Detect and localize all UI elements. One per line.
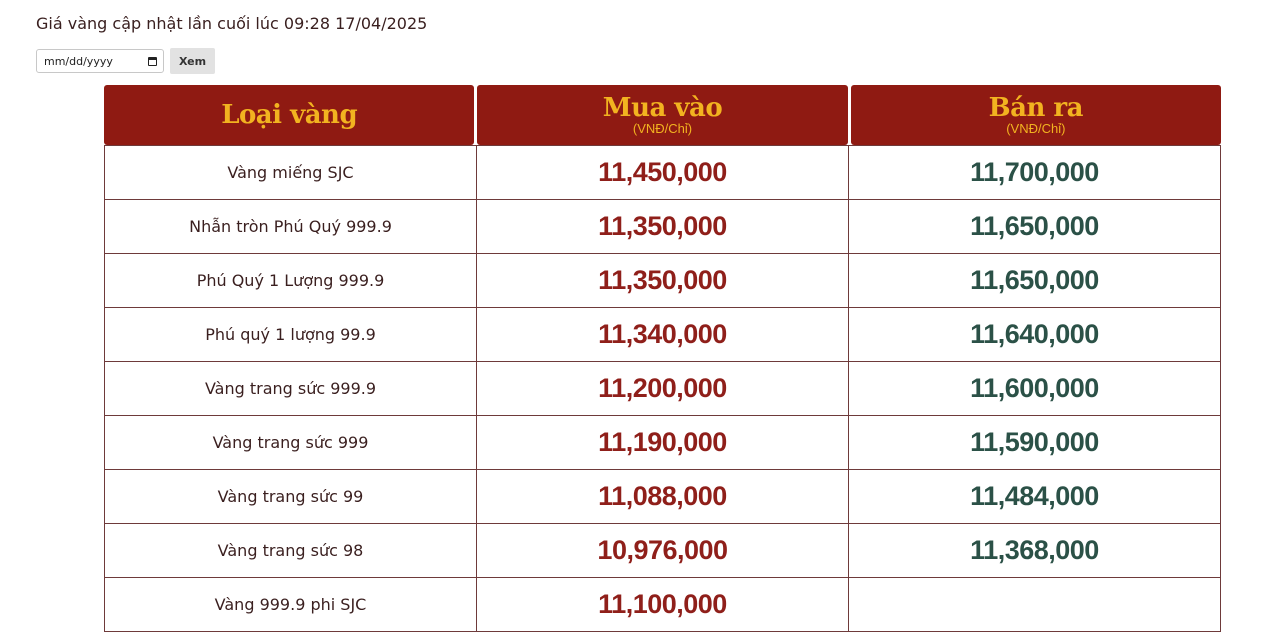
sell-price-cell: 11,368,000 bbox=[849, 524, 1221, 577]
gold-type-cell: Phú quý 1 lượng 99.9 bbox=[105, 308, 477, 361]
gold-type-cell: Vàng trang sức 98 bbox=[105, 524, 477, 577]
gold-type-cell: Phú Quý 1 Lượng 999.9 bbox=[105, 254, 477, 307]
gold-type-cell: Vàng miếng SJC bbox=[105, 146, 477, 199]
header-buy-title: Mua vào bbox=[602, 92, 723, 123]
sell-price-cell: 11,600,000 bbox=[849, 362, 1221, 415]
gold-type-cell: Vàng trang sức 999.9 bbox=[105, 362, 477, 415]
date-input[interactable]: mm/dd/yyyy bbox=[36, 49, 164, 73]
header-sell-unit: (VNĐ/Chỉ) bbox=[1006, 120, 1066, 136]
table-row: Vàng trang sức 999.9 11,200,000 11,600,0… bbox=[105, 362, 1221, 416]
table-row: Vàng 999.9 phi SJC 11,100,000 bbox=[105, 578, 1221, 632]
table-row: Phú Quý 1 Lượng 999.9 11,350,000 11,650,… bbox=[105, 254, 1221, 308]
table-body: Vàng miếng SJC 11,450,000 11,700,000 Nhẫ… bbox=[104, 145, 1221, 632]
table-row: Vàng trang sức 99 11,088,000 11,484,000 bbox=[105, 470, 1221, 524]
header-type-title: Loại vàng bbox=[221, 100, 358, 130]
sell-price-cell: 11,484,000 bbox=[849, 470, 1221, 523]
last-update-text: Giá vàng cập nhật lần cuối lúc 09:28 17/… bbox=[36, 14, 428, 33]
buy-price-cell: 11,200,000 bbox=[477, 362, 849, 415]
table-row: Vàng trang sức 98 10,976,000 11,368,000 bbox=[105, 524, 1221, 578]
header-buy-unit: (VNĐ/Chỉ) bbox=[632, 120, 693, 136]
gold-type-cell: Nhẫn tròn Phú Quý 999.9 bbox=[105, 200, 477, 253]
sell-price-cell: 11,700,000 bbox=[849, 146, 1221, 199]
sell-price-cell: 11,640,000 bbox=[849, 308, 1221, 361]
sell-price-cell: 11,590,000 bbox=[849, 416, 1221, 469]
view-button[interactable]: Xem bbox=[170, 48, 215, 74]
buy-price-cell: 11,100,000 bbox=[477, 578, 849, 631]
buy-price-cell: 11,350,000 bbox=[477, 254, 849, 307]
header-type: Loại vàng bbox=[104, 85, 475, 145]
table-row: Phú quý 1 lượng 99.9 11,340,000 11,640,0… bbox=[105, 308, 1221, 362]
date-placeholder: mm/dd/yyyy bbox=[44, 54, 113, 68]
header-sell-title: Bán ra bbox=[988, 92, 1084, 123]
buy-price-cell: 10,976,000 bbox=[477, 524, 849, 577]
date-filter: mm/dd/yyyy Xem bbox=[36, 48, 215, 74]
buy-price-cell: 11,340,000 bbox=[477, 308, 849, 361]
gold-type-cell: Vàng trang sức 999 bbox=[105, 416, 477, 469]
buy-price-cell: 11,088,000 bbox=[477, 470, 849, 523]
buy-price-cell: 11,450,000 bbox=[477, 146, 849, 199]
sell-price-cell: 11,650,000 bbox=[849, 254, 1221, 307]
header-sell: Bán ra (VNĐ/Chỉ) bbox=[850, 85, 1221, 145]
table-row: Nhẫn tròn Phú Quý 999.9 11,350,000 11,65… bbox=[105, 200, 1221, 254]
header-buy: Mua vào (VNĐ/Chỉ) bbox=[477, 85, 848, 145]
calendar-icon[interactable] bbox=[148, 56, 157, 66]
gold-type-cell: Vàng 999.9 phi SJC bbox=[105, 578, 477, 631]
table-row: Vàng trang sức 999 11,190,000 11,590,000 bbox=[105, 416, 1221, 470]
table-header: Loại vàng Mua vào (VNĐ/Chỉ) Bán ra (VNĐ/… bbox=[104, 85, 1221, 145]
sell-price-cell bbox=[849, 578, 1221, 631]
gold-type-cell: Vàng trang sức 99 bbox=[105, 470, 477, 523]
sell-price-cell: 11,650,000 bbox=[849, 200, 1221, 253]
buy-price-cell: 11,190,000 bbox=[477, 416, 849, 469]
buy-price-cell: 11,350,000 bbox=[477, 200, 849, 253]
table-row: Vàng miếng SJC 11,450,000 11,700,000 bbox=[105, 145, 1221, 200]
gold-price-table: Loại vàng Mua vào (VNĐ/Chỉ) Bán ra (VNĐ/… bbox=[104, 85, 1221, 632]
